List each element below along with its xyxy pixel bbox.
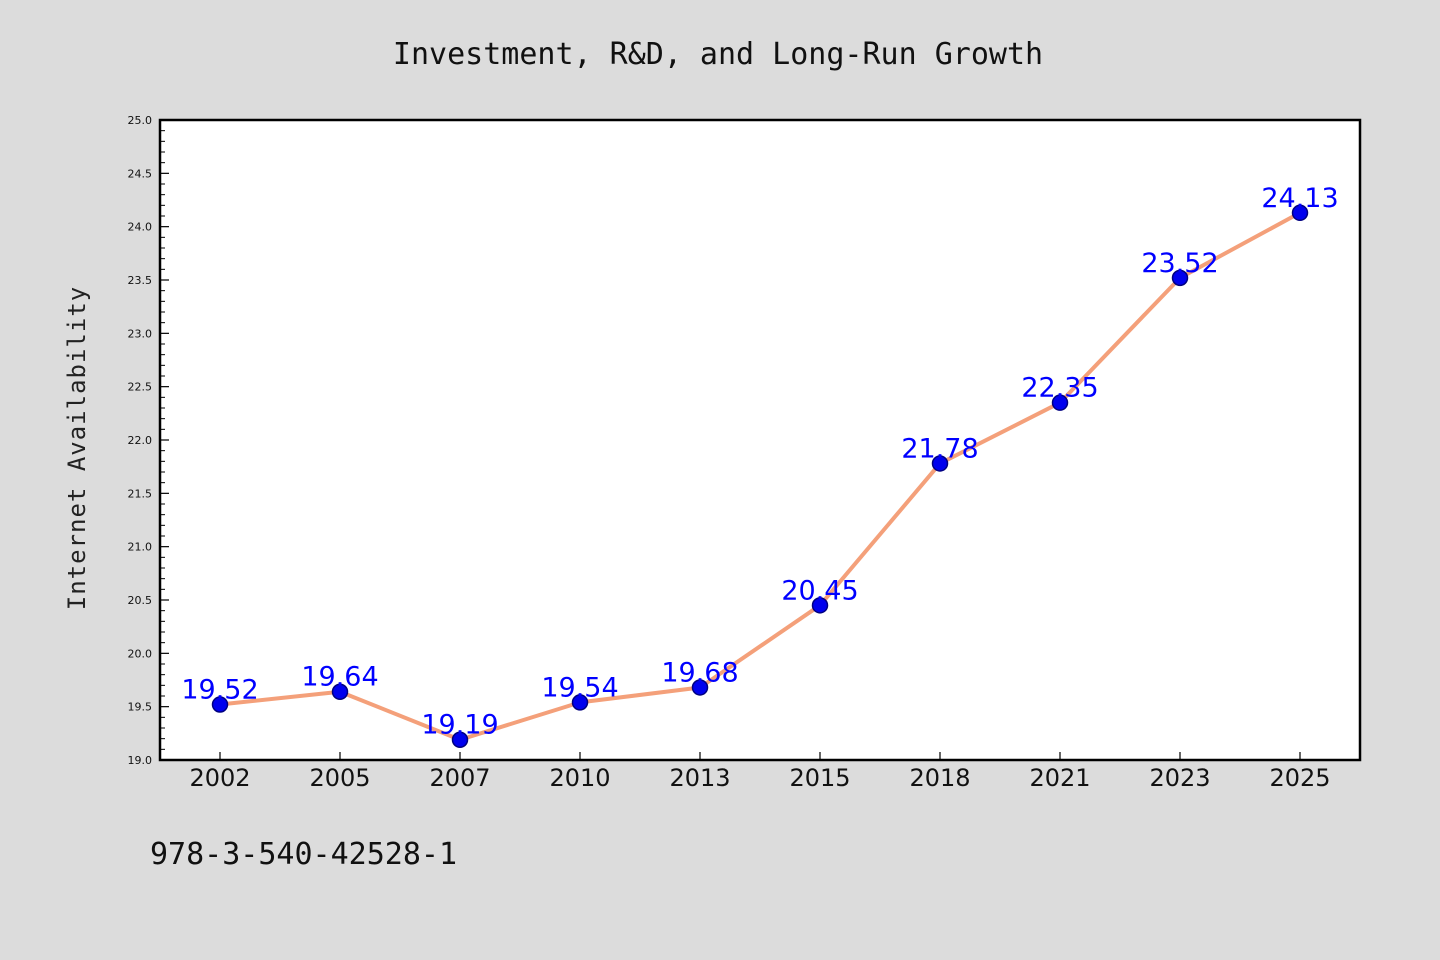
data-labels: 19.52 19.64 19.19 19.54 19.68 20.45 21.78 22.35… xyxy=(181,183,1338,741)
x-tick-label: 2021 xyxy=(1029,764,1090,792)
x-tick-label: 2023 xyxy=(1149,764,1210,792)
y-tick-label: 23.0 xyxy=(128,327,153,340)
x-tick-label: 2010 xyxy=(549,764,610,792)
data-label: 22.35 xyxy=(1021,373,1098,404)
y-tick-label: 22.0 xyxy=(128,434,153,447)
data-label: 19.64 xyxy=(301,662,378,693)
y-tick-label: 19.5 xyxy=(128,701,153,714)
y-tick-label: 25.0 xyxy=(128,114,153,127)
y-tick-label: 23.5 xyxy=(128,274,153,287)
data-point xyxy=(571,694,589,711)
isbn-text: 978-3-540-42528-1 xyxy=(150,837,457,872)
x-axis-ticks: 2002 2005 2007 2010 2013 2015 2018 2021 2023 2025 xyxy=(189,752,1331,792)
data-point xyxy=(211,696,229,713)
y-tick-label: 19.0 xyxy=(128,754,153,767)
y-axis-ticks: 19.0 19.5 20.0 20.5 21.0 21.5 22.0 22.5 23.0 23.5… xyxy=(128,114,169,767)
data-label: 19.68 xyxy=(661,657,738,688)
series-line xyxy=(218,210,1302,742)
y-axis-label: Internet Availability xyxy=(63,286,91,610)
data-point xyxy=(1291,204,1309,222)
y-tick-label: 21.0 xyxy=(128,541,153,554)
x-tick-label: 2015 xyxy=(789,764,850,792)
x-tick-label: 2025 xyxy=(1269,764,1330,792)
series-layer xyxy=(211,204,1309,748)
plot-frame xyxy=(158,118,1362,762)
x-tick-label: 2005 xyxy=(309,764,370,792)
data-point xyxy=(931,455,949,472)
data-label: 19.19 xyxy=(421,710,498,741)
data-point xyxy=(331,683,349,700)
data-point xyxy=(451,731,469,748)
x-tick-label: 2018 xyxy=(909,764,970,792)
data-point xyxy=(1051,394,1069,411)
data-label: 21.78 xyxy=(901,433,978,464)
data-label: 20.45 xyxy=(781,575,858,606)
x-tick-label: 2007 xyxy=(429,764,490,792)
data-point xyxy=(1171,269,1189,287)
data-label: 19.54 xyxy=(541,672,618,703)
data-point xyxy=(811,597,829,614)
y-tick-label: 20.0 xyxy=(128,647,153,660)
y-tick-label: 20.5 xyxy=(128,594,153,607)
chart-title: Investment, R&D, and Long-Run Growth xyxy=(393,37,1043,72)
y-tick-label: 21.5 xyxy=(128,487,153,500)
plot-area xyxy=(160,120,1360,760)
data-label: 23.52 xyxy=(1141,248,1218,279)
y-tick-label: 24.0 xyxy=(128,221,153,234)
data-label: 19.52 xyxy=(181,675,258,706)
data-label: 24.13 xyxy=(1261,183,1338,214)
data-point xyxy=(691,679,709,696)
y-tick-label: 22.5 xyxy=(128,381,153,394)
x-tick-label: 2013 xyxy=(669,764,730,792)
y-tick-label: 24.5 xyxy=(128,167,153,180)
x-tick-label: 2002 xyxy=(189,764,250,792)
